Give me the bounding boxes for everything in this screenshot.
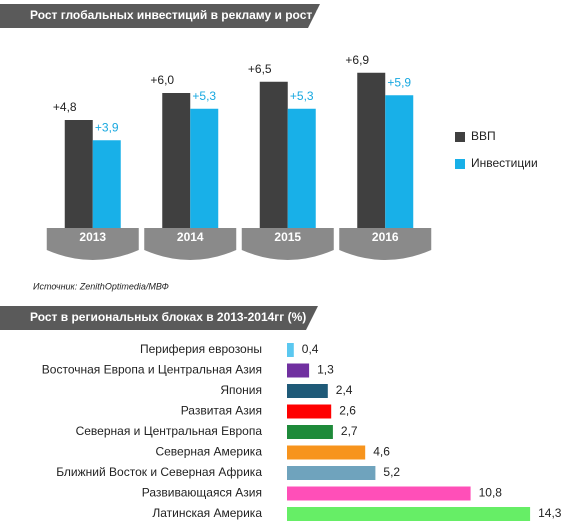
y-tick-label: Северная Америка [155, 445, 262, 459]
bar [287, 384, 328, 398]
bar [287, 425, 333, 439]
legend-label: Инвестиции [471, 156, 538, 170]
y-tick-label: Восточная Европа и Центральная Азия [42, 363, 262, 377]
bar [385, 95, 414, 228]
bar [287, 486, 471, 501]
category-tab [46, 228, 139, 260]
legend-swatch [455, 132, 465, 142]
bar [162, 93, 191, 228]
value-label: +5,3 [192, 89, 216, 103]
bar [92, 140, 121, 228]
legend-label: ВВП [471, 129, 496, 143]
value-label: +3,9 [95, 120, 119, 134]
bar [357, 72, 386, 228]
bar [259, 81, 288, 228]
bar [287, 343, 294, 357]
value-label: 2,7 [341, 424, 358, 438]
title-banner [0, 306, 318, 330]
value-label: +5,9 [387, 75, 411, 89]
bar [287, 363, 310, 378]
bar [190, 108, 219, 228]
value-label: +4,8 [53, 100, 77, 114]
legend-swatch [455, 159, 465, 169]
y-tick-label: Северная и Центральная Европа [76, 424, 263, 438]
bar [287, 466, 376, 480]
x-tick-label: 2016 [372, 230, 399, 244]
y-tick-label: Развитая Азия [181, 404, 262, 418]
chart-title: Рост глобальных инвестиций в рекламу и р… [30, 8, 450, 22]
bar [287, 445, 366, 460]
value-label: 14,3 [538, 506, 562, 520]
y-tick-label: Периферия еврозоны [140, 342, 262, 356]
value-label: 0,4 [302, 342, 319, 356]
value-label: +5,3 [290, 89, 314, 103]
bar [64, 120, 93, 228]
x-tick-label: 2013 [79, 230, 106, 244]
bar [287, 507, 531, 521]
x-tick-label: 2014 [177, 230, 204, 244]
bar [287, 108, 316, 228]
y-tick-label: Япония [220, 383, 262, 397]
y-tick-label: Ближний Восток и Северная Африка [56, 465, 262, 479]
value-label: 2,6 [339, 404, 356, 418]
value-label: 4,6 [373, 445, 390, 459]
category-tab [241, 228, 334, 260]
y-tick-label: Развивающаяся Азия [142, 486, 262, 500]
source-note: Источник: ZenithOptimedia/МВФ [33, 281, 169, 291]
value-label: 5,2 [383, 465, 400, 479]
value-label: +6,5 [248, 62, 272, 76]
value-label: 1,3 [317, 363, 334, 377]
chart-title: Рост в региональных блоках в 2013-2014гг… [30, 310, 306, 324]
category-tab [339, 228, 432, 260]
x-tick-label: 2015 [274, 230, 301, 244]
y-tick-label: Латинская Америка [152, 506, 262, 520]
bar [287, 404, 332, 419]
value-label: 2,4 [336, 383, 353, 397]
value-label: +6,9 [345, 53, 369, 67]
value-label: 10,8 [479, 486, 503, 500]
value-label: +6,0 [150, 73, 174, 87]
category-tab [144, 228, 237, 260]
title-banner [0, 4, 320, 28]
